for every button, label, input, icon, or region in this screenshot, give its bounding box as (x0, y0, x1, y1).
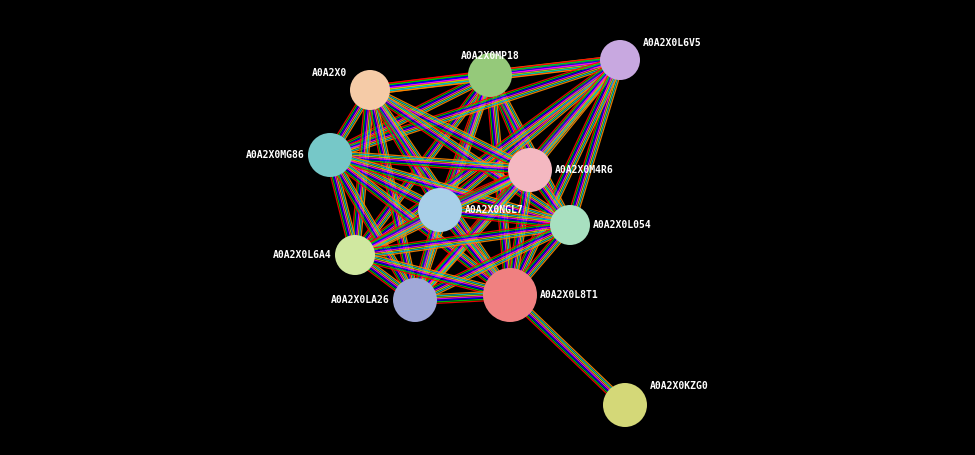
Circle shape (508, 148, 552, 192)
Text: A0A2X0: A0A2X0 (312, 68, 347, 78)
Text: A0A2X0KZG0: A0A2X0KZG0 (650, 381, 709, 391)
Circle shape (483, 268, 537, 322)
Circle shape (603, 383, 647, 427)
Text: A0A2X0M4R6: A0A2X0M4R6 (555, 165, 613, 175)
Circle shape (335, 235, 375, 275)
Text: A0A2X0L8T1: A0A2X0L8T1 (540, 290, 599, 300)
Text: A0A2X0NGL7: A0A2X0NGL7 (465, 205, 524, 215)
Circle shape (550, 205, 590, 245)
Text: A0A2X0MG86: A0A2X0MG86 (247, 150, 305, 160)
Circle shape (600, 40, 640, 80)
Circle shape (468, 53, 512, 97)
Text: A0A2X0L6A4: A0A2X0L6A4 (273, 250, 332, 260)
Text: A0A2X0L6V5: A0A2X0L6V5 (643, 38, 702, 48)
Circle shape (393, 278, 437, 322)
Text: A0A2X0L054: A0A2X0L054 (593, 220, 651, 230)
Circle shape (350, 70, 390, 110)
Circle shape (418, 188, 462, 232)
Circle shape (308, 133, 352, 177)
Text: A0A2X0LA26: A0A2X0LA26 (332, 295, 390, 305)
Text: A0A2X0MP18: A0A2X0MP18 (460, 51, 520, 61)
